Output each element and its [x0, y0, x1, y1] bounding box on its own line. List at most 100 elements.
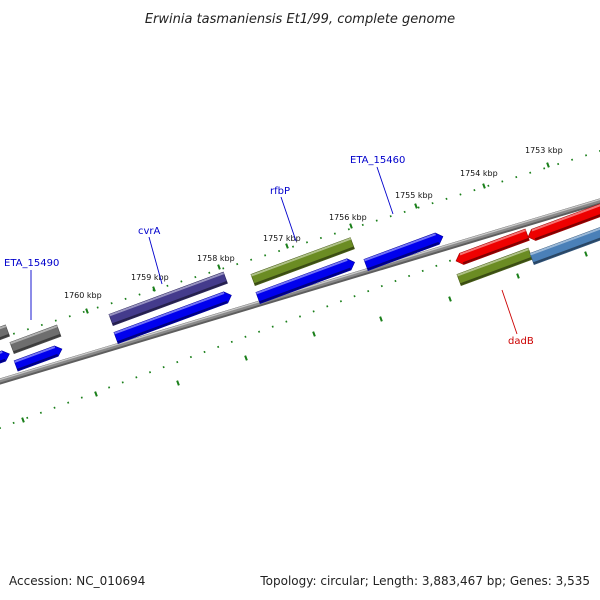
ruler-dot: [394, 279, 397, 283]
ruler-dot: [82, 310, 85, 314]
ruler-dot: [108, 386, 111, 389]
ruler-dot: [271, 325, 274, 328]
ruler-dot: [26, 416, 29, 419]
ruler-dot: [110, 302, 113, 305]
ruler-dot: [298, 315, 302, 318]
gene-blue-cvrA-cds: [113, 291, 232, 345]
kbp-major-tick: [448, 296, 452, 302]
kbp-major-tick: [546, 162, 550, 168]
kbp-major-tick: [85, 308, 89, 314]
kbp-major-tick: [21, 417, 25, 423]
ruler-dot: [285, 320, 288, 323]
kbp-label: 1755 kbp: [395, 191, 433, 200]
ruler-dot: [39, 411, 42, 414]
ruler-dot: [68, 315, 71, 318]
ruler-dot: [417, 206, 420, 209]
kbp-major-tick: [244, 355, 248, 361]
ruler-dot: [473, 189, 476, 192]
ruler-dot: [445, 197, 448, 200]
kbp-major-tick: [414, 203, 418, 209]
ruler-dot: [189, 355, 192, 359]
kbp-major-tick: [584, 251, 588, 257]
ruler-dot: [557, 162, 560, 166]
ruler-dot: [12, 421, 15, 425]
ruler-dot: [375, 219, 378, 222]
ruler-dot: [244, 335, 247, 338]
gene-label: cvrA: [138, 226, 161, 237]
ruler-dot: [584, 154, 588, 157]
ruler-dot: [515, 175, 518, 179]
kbp-label: 1754 kbp: [460, 169, 498, 178]
ruler-dot: [40, 323, 43, 327]
ruler-dot: [236, 262, 239, 266]
kbp-major-tick: [176, 380, 180, 386]
kbp-major-tick: [152, 286, 156, 292]
ruler-dot: [501, 180, 504, 183]
kbp-label: 1756 kbp: [329, 213, 367, 222]
ruler-dot: [487, 184, 490, 187]
ruler-dot: [203, 350, 206, 354]
gene-label: rfbP: [270, 186, 290, 197]
ruler-dot: [291, 245, 295, 248]
ruler-dot: [54, 319, 57, 322]
ruler-dot: [333, 232, 336, 235]
ruler-dot: [135, 376, 138, 379]
gene-blue-left-1: [0, 350, 10, 364]
ruler-dot: [250, 258, 253, 261]
ruler-dot: [326, 305, 329, 308]
ruler-dot: [12, 332, 16, 335]
ruler-dot: [148, 371, 152, 374]
ruler-dot: [529, 171, 532, 174]
kbp-major-tick: [482, 183, 486, 189]
ruler-dot: [96, 306, 99, 309]
topology-text: Topology: circular; Length: 3,883,467 bp…: [260, 574, 590, 588]
ruler-dot: [571, 158, 574, 161]
gene-gray-left-1: [0, 324, 10, 341]
ruler-dot: [138, 293, 141, 296]
gene-blue-rfbP-cds: [255, 258, 356, 305]
ruler-dot: [180, 280, 183, 283]
kbp-label: 1760 kbp: [64, 291, 102, 300]
gene-label-leader: [376, 166, 394, 215]
gene-steelblue-dadB: [529, 227, 600, 266]
kbp-major-tick: [217, 264, 221, 270]
ruler-dot: [448, 259, 452, 262]
ruler-dot: [347, 228, 350, 231]
ruler-dot: [26, 328, 29, 331]
kbp-major-tick: [379, 316, 383, 322]
ruler-dot: [319, 236, 322, 240]
gene-navy-cvrA: [108, 271, 228, 327]
gene-blue-ETA_15460: [363, 232, 444, 272]
ruler-dot: [361, 223, 364, 227]
ruler-dot: [367, 290, 370, 293]
gene-olive-rfbP: [250, 237, 355, 287]
kbp-major-tick: [94, 391, 98, 397]
gene-label-leader: [148, 236, 163, 285]
kbp-label: 1758 kbp: [197, 254, 235, 263]
ruler-dot: [389, 215, 392, 218]
ruler-dot: [380, 284, 383, 288]
ruler-dot: [80, 396, 83, 399]
ruler-dot: [408, 274, 411, 278]
gene-label: dadB: [508, 336, 534, 347]
map-title: Erwinia tasmaniensis Et1/99, complete ge…: [145, 12, 455, 27]
accession-text: Accession: NC_010694: [9, 574, 146, 588]
ruler-dot: [459, 193, 462, 196]
gene-label: ETA_15490: [4, 258, 59, 269]
kbp-major-tick: [349, 223, 353, 229]
gene-blue-left-2: [13, 345, 63, 372]
ruler-dot: [421, 269, 424, 273]
ruler-dot: [53, 406, 56, 409]
ruler-dot: [230, 340, 233, 343]
ruler-dot: [305, 241, 309, 244]
gene-red-2: [527, 203, 600, 241]
ruler-dot: [339, 300, 342, 303]
backbone-highlight: [0, 198, 600, 381]
ruler-dot: [258, 330, 261, 333]
label-layer: 1760 kbp 1759 kbp 1758 kbp 1757 kbp 1756 kbp…: [4, 146, 563, 347]
ruler-dot: [278, 249, 281, 253]
kbp-major-tick: [516, 273, 520, 279]
kbp-major-tick: [312, 331, 316, 337]
ruler-dot: [124, 297, 127, 300]
